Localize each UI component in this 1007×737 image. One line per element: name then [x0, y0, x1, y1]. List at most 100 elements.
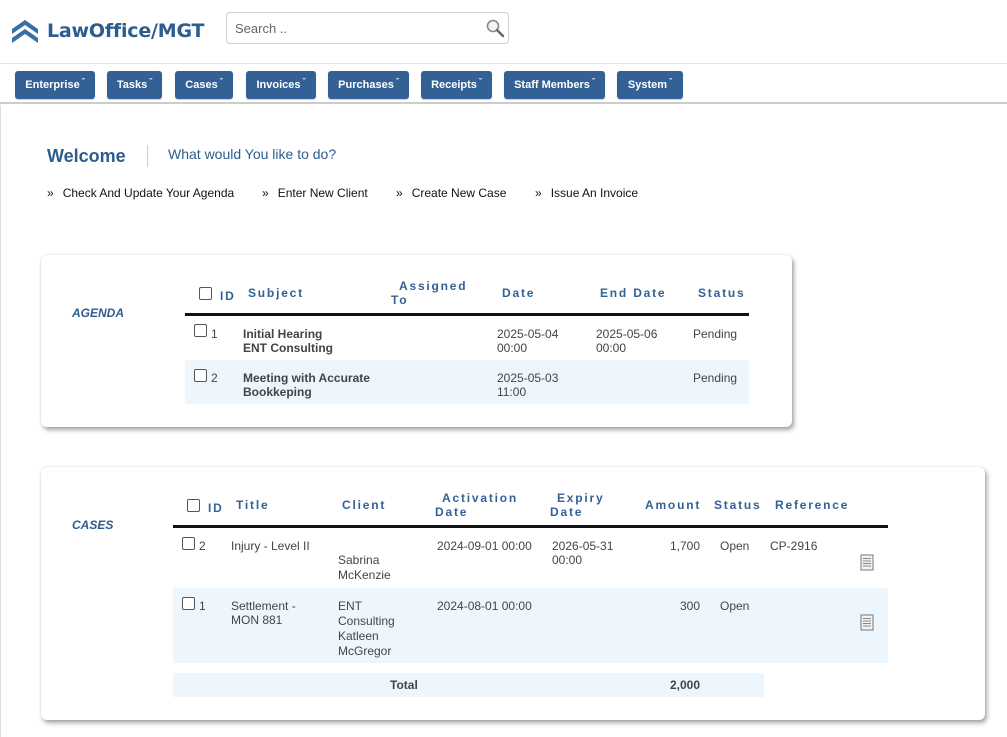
- row-date: 2025-05-03: [497, 371, 559, 385]
- row-status: Open: [720, 599, 750, 613]
- link-label: Create New Case: [411, 186, 507, 200]
- column-header-expiry: Expiry: [557, 491, 605, 505]
- table-row[interactable]: [185, 360, 749, 404]
- link-label: Check And Update Your Agenda: [62, 186, 235, 200]
- caret-icon: ˇ: [149, 77, 153, 87]
- row-id: 1: [211, 327, 218, 341]
- row-time: 00:00: [497, 341, 528, 355]
- column-header-expiry-date: Date: [550, 505, 584, 519]
- link-new-case[interactable]: » Create New Case: [396, 186, 506, 200]
- row-end-time: 00:00: [596, 341, 627, 355]
- link-label: Enter New Client: [277, 186, 368, 200]
- row-activation: 2024-08-01 00:00: [437, 599, 532, 613]
- menu-label: Staff Members: [514, 79, 590, 91]
- row-title[interactable]: Settlement -: [231, 599, 296, 613]
- link-update-agenda[interactable]: » Check And Update Your Agenda: [47, 186, 234, 200]
- menu-label: Invoices: [256, 79, 301, 91]
- row-id: 2: [211, 371, 218, 385]
- document-icon[interactable]: [860, 554, 874, 571]
- row-checkbox[interactable]: [182, 597, 195, 610]
- row-expiry: 2026-05-31: [552, 539, 614, 553]
- menu-invoices[interactable]: Invoices ˇ: [246, 71, 316, 99]
- column-header-activation: Activation: [442, 491, 519, 505]
- menu-label: System: [627, 79, 668, 91]
- caret-icon: ˇ: [395, 77, 399, 87]
- header-rule: [185, 313, 749, 316]
- caret-icon: ˇ: [591, 77, 595, 87]
- bullet-icon: »: [47, 186, 54, 200]
- bullet-icon: »: [396, 186, 403, 200]
- row-status: Pending: [693, 327, 738, 341]
- total-label: Total: [390, 678, 418, 692]
- link-issue-invoice[interactable]: » Issue An Invoice: [535, 186, 638, 200]
- menu-label: Purchases: [338, 79, 394, 91]
- column-header-activation-date: Date: [435, 505, 469, 519]
- search-icon[interactable]: [485, 18, 505, 38]
- menu-label: Enterprise: [25, 79, 80, 91]
- row-status: Pending: [693, 371, 738, 385]
- welcome-title: Welcome: [47, 146, 126, 166]
- document-icon[interactable]: [860, 614, 874, 631]
- row-checkbox[interactable]: [182, 537, 195, 550]
- column-header-subject: Subject: [248, 286, 304, 300]
- row-amount: 1,700: [669, 539, 700, 553]
- menu-label: Cases: [185, 79, 218, 91]
- row-activation: 2024-09-01 00:00: [437, 539, 532, 553]
- select-all-checkbox[interactable]: [199, 287, 212, 300]
- column-header-reference: Reference: [775, 498, 850, 512]
- main-menu: Enterprise ˇ Tasks ˇ Cases ˇ Invoices ˇ Purc…: [0, 64, 1007, 104]
- column-header-assigned: Assigned: [399, 279, 468, 293]
- row-subject[interactable]: Initial Hearing: [243, 327, 323, 341]
- main-content: Welcome What would You like to do? » Chec…: [0, 105, 1007, 737]
- row-client-contact-line2: McGregor: [338, 644, 392, 658]
- row-expiry-time: 00:00: [552, 553, 583, 567]
- cases-card: CASES ID Title Client Activation Date Ex…: [41, 467, 985, 720]
- caret-icon: ˇ: [669, 77, 673, 87]
- row-id: 1: [199, 599, 206, 613]
- total-amount: 2,000: [669, 678, 700, 692]
- menu-system[interactable]: System ˇ: [617, 71, 683, 99]
- table-row[interactable]: [173, 588, 888, 663]
- row-amount: 300: [679, 599, 700, 613]
- menu-tasks[interactable]: Tasks ˇ: [107, 71, 162, 99]
- column-header-id: ID: [208, 501, 224, 515]
- row-title-line2: MON 881: [231, 613, 283, 627]
- column-header-end-date: End Date: [600, 286, 667, 300]
- menu-label: Receipts: [431, 79, 477, 91]
- row-subject[interactable]: Meeting with Accurate: [243, 371, 370, 385]
- bullet-icon: »: [535, 186, 542, 200]
- menu-enterprise[interactable]: Enterprise ˇ: [15, 71, 95, 99]
- row-client-contact: Katleen: [338, 629, 379, 643]
- row-subject-client: ENT Consulting: [243, 341, 333, 355]
- top-bar: LawOffice/MGT: [0, 0, 1007, 64]
- search-input[interactable]: [235, 14, 475, 42]
- column-header-client: Client: [342, 498, 387, 512]
- menu-staff-members[interactable]: Staff Members ˇ: [504, 71, 605, 99]
- menu-purchases[interactable]: Purchases ˇ: [328, 71, 409, 99]
- row-title[interactable]: Injury - Level II: [231, 539, 310, 553]
- row-checkbox[interactable]: [194, 369, 207, 382]
- column-header-status: Status: [714, 498, 762, 512]
- row-id: 2: [199, 539, 206, 553]
- select-all-checkbox[interactable]: [187, 499, 200, 512]
- menu-receipts[interactable]: Receipts ˇ: [421, 71, 492, 99]
- total-row: [173, 673, 764, 697]
- row-reference: CP-2916: [770, 539, 818, 553]
- app-title: LawOffice/MGT: [47, 20, 205, 42]
- caret-icon: ˇ: [302, 77, 306, 87]
- search-box: [226, 12, 509, 44]
- link-new-client[interactable]: » Enter New Client: [262, 186, 368, 200]
- row-client-contact: McKenzie: [338, 568, 391, 582]
- link-label: Issue An Invoice: [550, 186, 639, 200]
- row-status: Open: [720, 539, 750, 553]
- logo-icon: [12, 20, 38, 43]
- column-header-title: Title: [236, 498, 270, 512]
- row-checkbox[interactable]: [194, 324, 207, 337]
- column-header-status: Status: [698, 286, 746, 300]
- menu-cases[interactable]: Cases ˇ: [175, 71, 233, 99]
- caret-icon: ˇ: [81, 77, 85, 87]
- cases-label: CASES: [72, 518, 114, 532]
- app-logo[interactable]: LawOffice/MGT: [11, 18, 204, 44]
- row-end-date: 2025-05-06: [596, 327, 658, 341]
- bullet-icon: »: [262, 186, 269, 200]
